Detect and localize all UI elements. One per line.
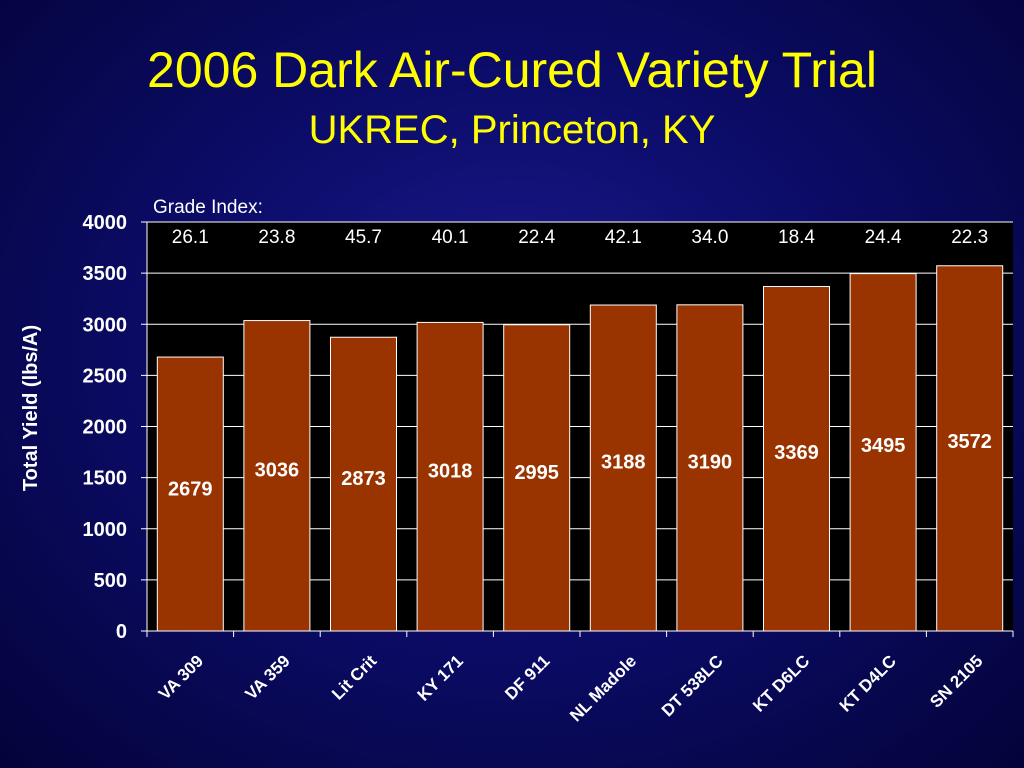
bar — [330, 336, 397, 632]
data-label: 3018 — [428, 461, 473, 483]
y-tick-label: 3500 — [83, 263, 128, 285]
grade-index-value: 45.7 — [345, 227, 382, 248]
data-label: 2873 — [341, 468, 386, 490]
y-tick-label: 2000 — [83, 417, 128, 439]
bar — [503, 324, 571, 632]
bar — [156, 356, 224, 632]
x-tick-label: KY 171 — [414, 651, 467, 704]
grade-index-value: 34.0 — [691, 227, 728, 248]
grade-index-value: 26.1 — [172, 227, 209, 248]
x-tick-label: VA 359 — [242, 651, 294, 703]
data-label: 3572 — [947, 431, 992, 453]
data-label: 3036 — [255, 460, 300, 482]
x-tick-label: NL Madole — [566, 651, 640, 725]
x-tick-label: Lit Crit — [328, 651, 380, 703]
data-label: 3495 — [861, 435, 906, 457]
y-tick-label: 1000 — [83, 519, 128, 541]
data-label: 3188 — [601, 451, 646, 473]
chart-subtitle: UKREC, Princeton, KY — [308, 108, 716, 152]
y-axis-label: Total Yield (lbs/A) — [20, 325, 42, 491]
data-label: 2679 — [168, 479, 213, 501]
bar — [849, 273, 917, 632]
y-tick-label: 1500 — [83, 468, 128, 490]
x-tick-label: SN 2105 — [926, 651, 986, 711]
bar — [763, 286, 830, 632]
grade-index-value: 40.1 — [432, 227, 469, 248]
data-label: 3369 — [774, 442, 819, 464]
x-tick-label: DT 538LC — [658, 651, 727, 720]
bar — [416, 321, 484, 632]
grade-index-title: Grade Index: — [153, 197, 263, 218]
grade-index-value: 22.4 — [518, 227, 555, 248]
grade-index-value: 23.8 — [258, 227, 295, 248]
grade-index-value: 24.4 — [865, 227, 902, 248]
bar — [589, 304, 657, 632]
y-tick-label: 3000 — [83, 314, 128, 336]
grade-index-value: 22.3 — [951, 227, 988, 248]
y-tick-label: 0 — [116, 621, 127, 643]
grade-index-value: 42.1 — [605, 227, 642, 248]
x-tick-label: KT D4LC — [836, 651, 900, 715]
x-tick-label: KT D6LC — [749, 651, 813, 715]
y-tick-label: 4000 — [83, 212, 128, 234]
y-tick-label: 2500 — [83, 365, 128, 387]
data-label: 3190 — [688, 451, 733, 473]
data-label: 2995 — [514, 462, 559, 484]
bar — [676, 304, 744, 632]
bar — [243, 320, 311, 632]
chart-title: 2006 Dark Air-Cured Variety Trial — [147, 42, 877, 98]
y-tick-label: 500 — [94, 570, 127, 592]
x-tick-label: DF 911 — [501, 651, 553, 703]
grade-index-value: 18.4 — [778, 227, 815, 248]
x-tick-label: VA 309 — [155, 651, 207, 703]
